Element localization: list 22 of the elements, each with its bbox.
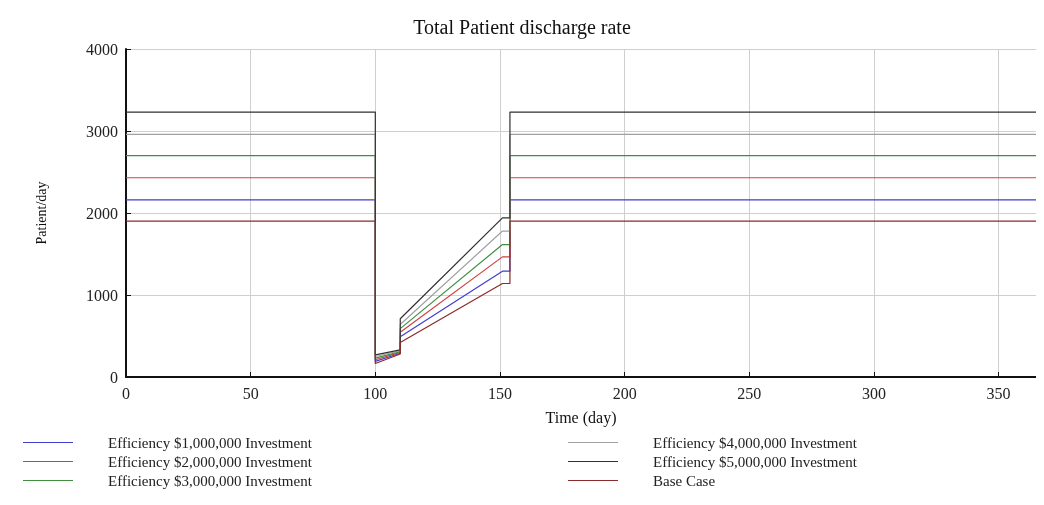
chart-title: Total Patient discharge rate	[413, 16, 631, 39]
y-tick-label: 0	[110, 368, 118, 386]
x-tick-label: 50	[242, 384, 259, 402]
y-axis-title: Patient/day	[33, 181, 49, 245]
x-tick-label: 0	[122, 384, 130, 402]
y-tick-label: 3000	[86, 122, 118, 140]
y-tick-label: 4000	[86, 40, 118, 58]
legend-label: Efficiency $4,000,000 Investment	[653, 434, 858, 451]
legend-label: Efficiency $2,000,000 Investment	[108, 453, 313, 470]
legend-label: Efficiency $5,000,000 Investment	[653, 453, 858, 470]
legend-label: Efficiency $3,000,000 Investment	[108, 472, 313, 489]
legend-label: Efficiency $1,000,000 Investment	[108, 434, 313, 451]
x-tick-label: 350	[986, 384, 1011, 402]
y-tick-label: 2000	[86, 204, 118, 222]
x-tick-label: 250	[737, 384, 762, 402]
x-tick-label: 100	[363, 384, 388, 402]
x-tick-label: 150	[487, 384, 512, 402]
x-tick-label: 300	[861, 384, 886, 402]
x-tick-label: 200	[612, 384, 637, 402]
x-axis-title: Time (day)	[545, 408, 617, 427]
y-tick-label: 1000	[86, 286, 118, 304]
legend-label: Base Case	[653, 472, 716, 489]
